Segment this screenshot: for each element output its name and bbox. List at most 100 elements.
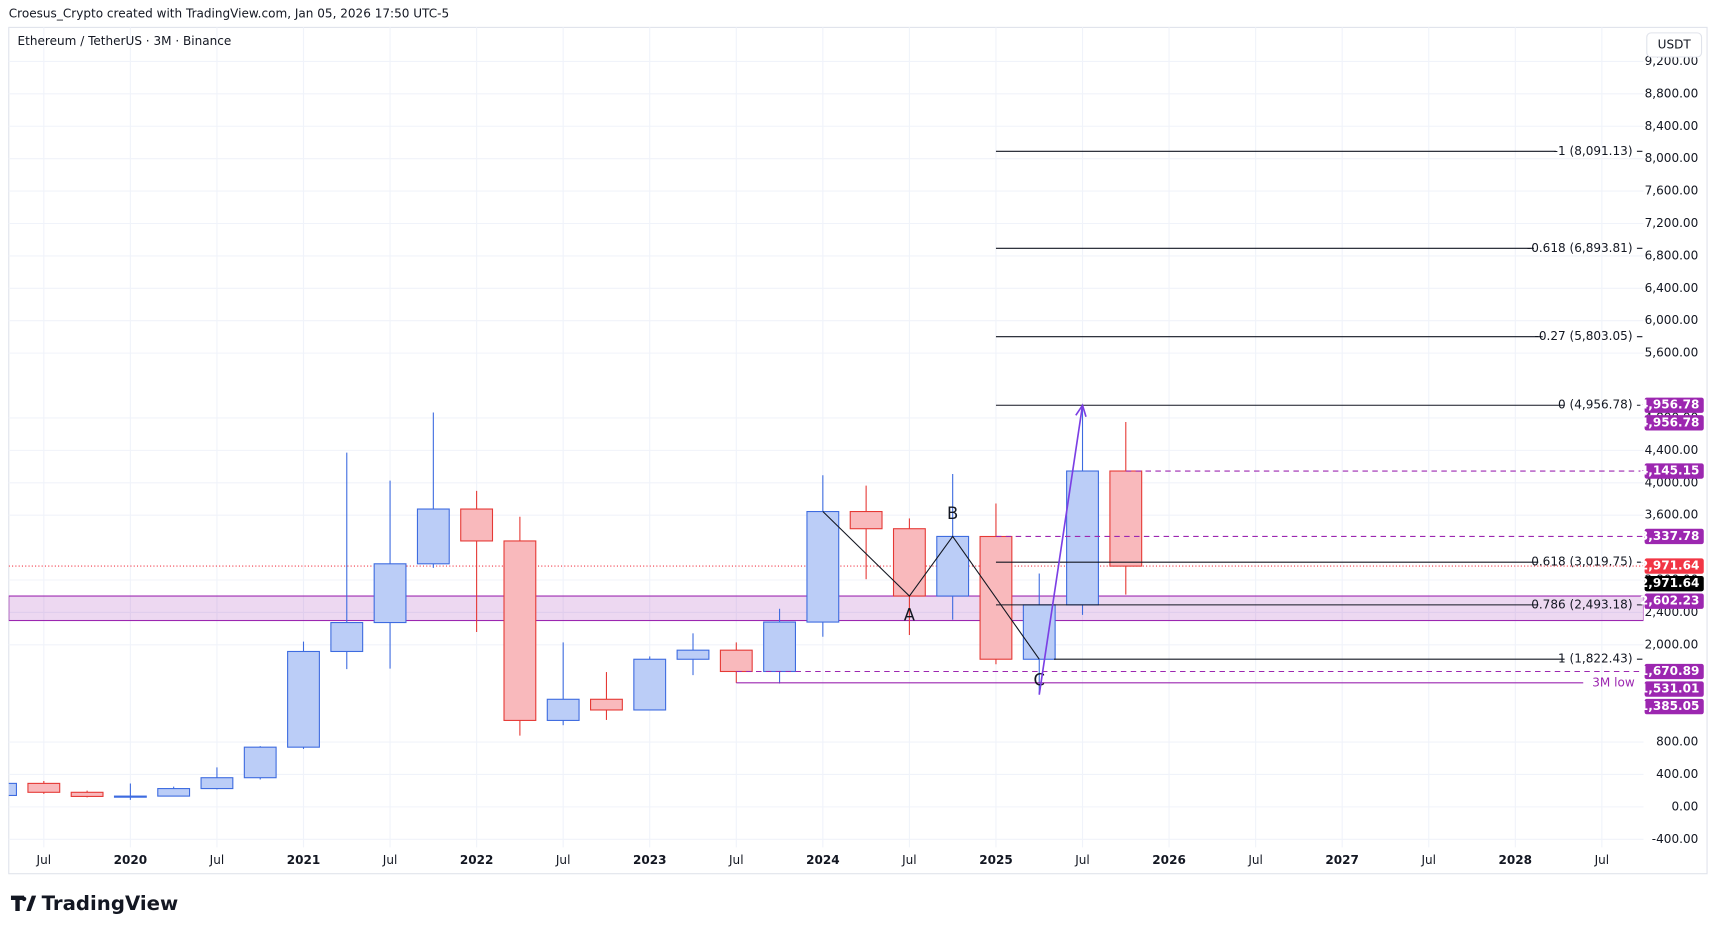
- x-tick-label: Jul: [1247, 853, 1263, 867]
- y-tick-label: 4,400.00: [1645, 443, 1699, 457]
- price-label: 4,145.15: [1640, 464, 1699, 478]
- price-label: 4,956.78: [1640, 415, 1699, 429]
- price-label-box: [1644, 558, 1704, 574]
- candle-body: [287, 650, 320, 748]
- candle-body: [330, 621, 364, 653]
- candle-body: [546, 698, 580, 721]
- price-label: 1,531.01: [1640, 682, 1699, 696]
- price-label-box: [1644, 593, 1704, 609]
- abc-path: [822, 511, 1040, 660]
- price-label-box: [1644, 528, 1704, 545]
- price-label-box: [1644, 681, 1704, 697]
- price-label: 2,602.23: [1640, 594, 1699, 608]
- x-tick-label: 2025: [979, 853, 1013, 867]
- candle-body: [849, 510, 883, 530]
- fib-label: 0 (4,956.78): [1558, 398, 1633, 412]
- price-label: 1,670.89: [1640, 664, 1699, 678]
- x-tick-label: Jul: [728, 853, 744, 867]
- y-tick-label: 7,200.00: [1645, 216, 1699, 230]
- y-tick-label: 2,000.00: [1645, 637, 1699, 651]
- candle-body: [503, 540, 537, 721]
- y-tick-label: 8,800.00: [1645, 86, 1699, 100]
- candle-body: [590, 698, 623, 711]
- fib-label: 0.786 (2,493.18): [1531, 597, 1632, 611]
- candle-body: [113, 795, 147, 798]
- fib-label: 1 (1,822.43): [1558, 652, 1633, 666]
- price-label: 3,337.78: [1640, 529, 1699, 543]
- x-tick-label: Jul: [209, 853, 225, 867]
- x-tick-label: 2020: [114, 853, 148, 867]
- candle-body: [1066, 470, 1099, 606]
- fib-label: -0.618 (6,893.81): [1527, 241, 1633, 255]
- y-tick-label: 400.00: [1656, 767, 1698, 781]
- y-tick-label: 6,400.00: [1645, 281, 1699, 295]
- price-label-box: [1644, 463, 1704, 479]
- arrow-head: [1075, 403, 1087, 418]
- y-tick-label: 8,400.00: [1645, 119, 1699, 133]
- price-label-box: [1644, 415, 1704, 431]
- x-tick-label: 2023: [633, 853, 667, 867]
- candle-body: [719, 649, 753, 673]
- candle-body: [27, 782, 61, 793]
- abc-label: A: [904, 605, 916, 624]
- price-label: 2,971.64: [1640, 576, 1699, 590]
- price-label: 4,956.78: [1640, 398, 1699, 412]
- fib-label: -0.27 (5,803.05): [1535, 329, 1633, 343]
- fib-label: 0.618 (3,019.75): [1531, 555, 1632, 569]
- currency-button[interactable]: [1646, 32, 1703, 58]
- y-tick-label: 3,600.00: [1645, 508, 1699, 522]
- x-tick-label: Jul: [1420, 853, 1436, 867]
- x-tick-label: 2021: [287, 853, 321, 867]
- fib-label: -1 (8,091.13): [1554, 144, 1633, 158]
- abc-label: C: [1034, 671, 1045, 690]
- candle-body: [676, 649, 710, 660]
- candle-body: [763, 621, 796, 673]
- candle-body: [8, 782, 17, 797]
- candle-body: [157, 788, 191, 797]
- abc-label: B: [947, 504, 958, 523]
- x-tick-label: 2028: [1499, 853, 1533, 867]
- x-tick-label: Jul: [382, 853, 398, 867]
- y-tick-label: 6,800.00: [1645, 248, 1699, 262]
- y-tick-label: 5,600.00: [1645, 346, 1699, 360]
- logo: [10, 895, 37, 911]
- candle-body: [243, 746, 277, 779]
- candle-body: [1022, 604, 1056, 660]
- x-tick-label: Jul: [1074, 853, 1090, 867]
- y-tick-label: 4,000.00: [1645, 475, 1699, 489]
- y-tick-label: 6,000.00: [1645, 313, 1699, 327]
- price-label: 2,971.64: [1640, 559, 1699, 573]
- y-tick-label: -400.00: [1652, 832, 1698, 846]
- candle-body: [892, 528, 926, 597]
- candle-body: [633, 658, 667, 711]
- candle-body: [460, 508, 494, 542]
- arrow-line: [1038, 405, 1084, 695]
- x-tick-label: Jul: [1594, 853, 1610, 867]
- x-tick-label: Jul: [555, 853, 571, 867]
- x-tick-label: 2027: [1325, 853, 1359, 867]
- candle-body: [373, 563, 407, 624]
- price-label-box: [1644, 397, 1704, 413]
- candle-body: [416, 508, 450, 565]
- candle-body: [936, 535, 970, 597]
- currency-label[interactable]: USDT: [1658, 37, 1692, 51]
- price-label-box: [1644, 698, 1704, 715]
- y-tick-label: 800.00: [1656, 735, 1698, 749]
- y-tick-label: 0.00: [1671, 799, 1698, 813]
- symbol-title: Ethereum / TetherUS · 3M · Binance: [18, 34, 232, 48]
- x-tick-label: 2026: [1152, 853, 1186, 867]
- y-tick-label: 7,600.00: [1645, 184, 1699, 198]
- x-tick-label: 2024: [806, 853, 840, 867]
- x-tick-label: Jul: [36, 853, 52, 867]
- candle-body: [200, 777, 234, 790]
- candle-body: [70, 791, 104, 797]
- x-tick-label: Jul: [901, 853, 917, 867]
- low-label: 3M low: [1592, 675, 1635, 689]
- x-tick-label: 2022: [460, 853, 494, 867]
- logo-text: TradingView: [42, 892, 179, 915]
- price-label-box: [1644, 663, 1704, 680]
- price-label: 1,385.05: [1640, 699, 1699, 713]
- credit: Croesus_Crypto created with TradingView.…: [9, 7, 449, 21]
